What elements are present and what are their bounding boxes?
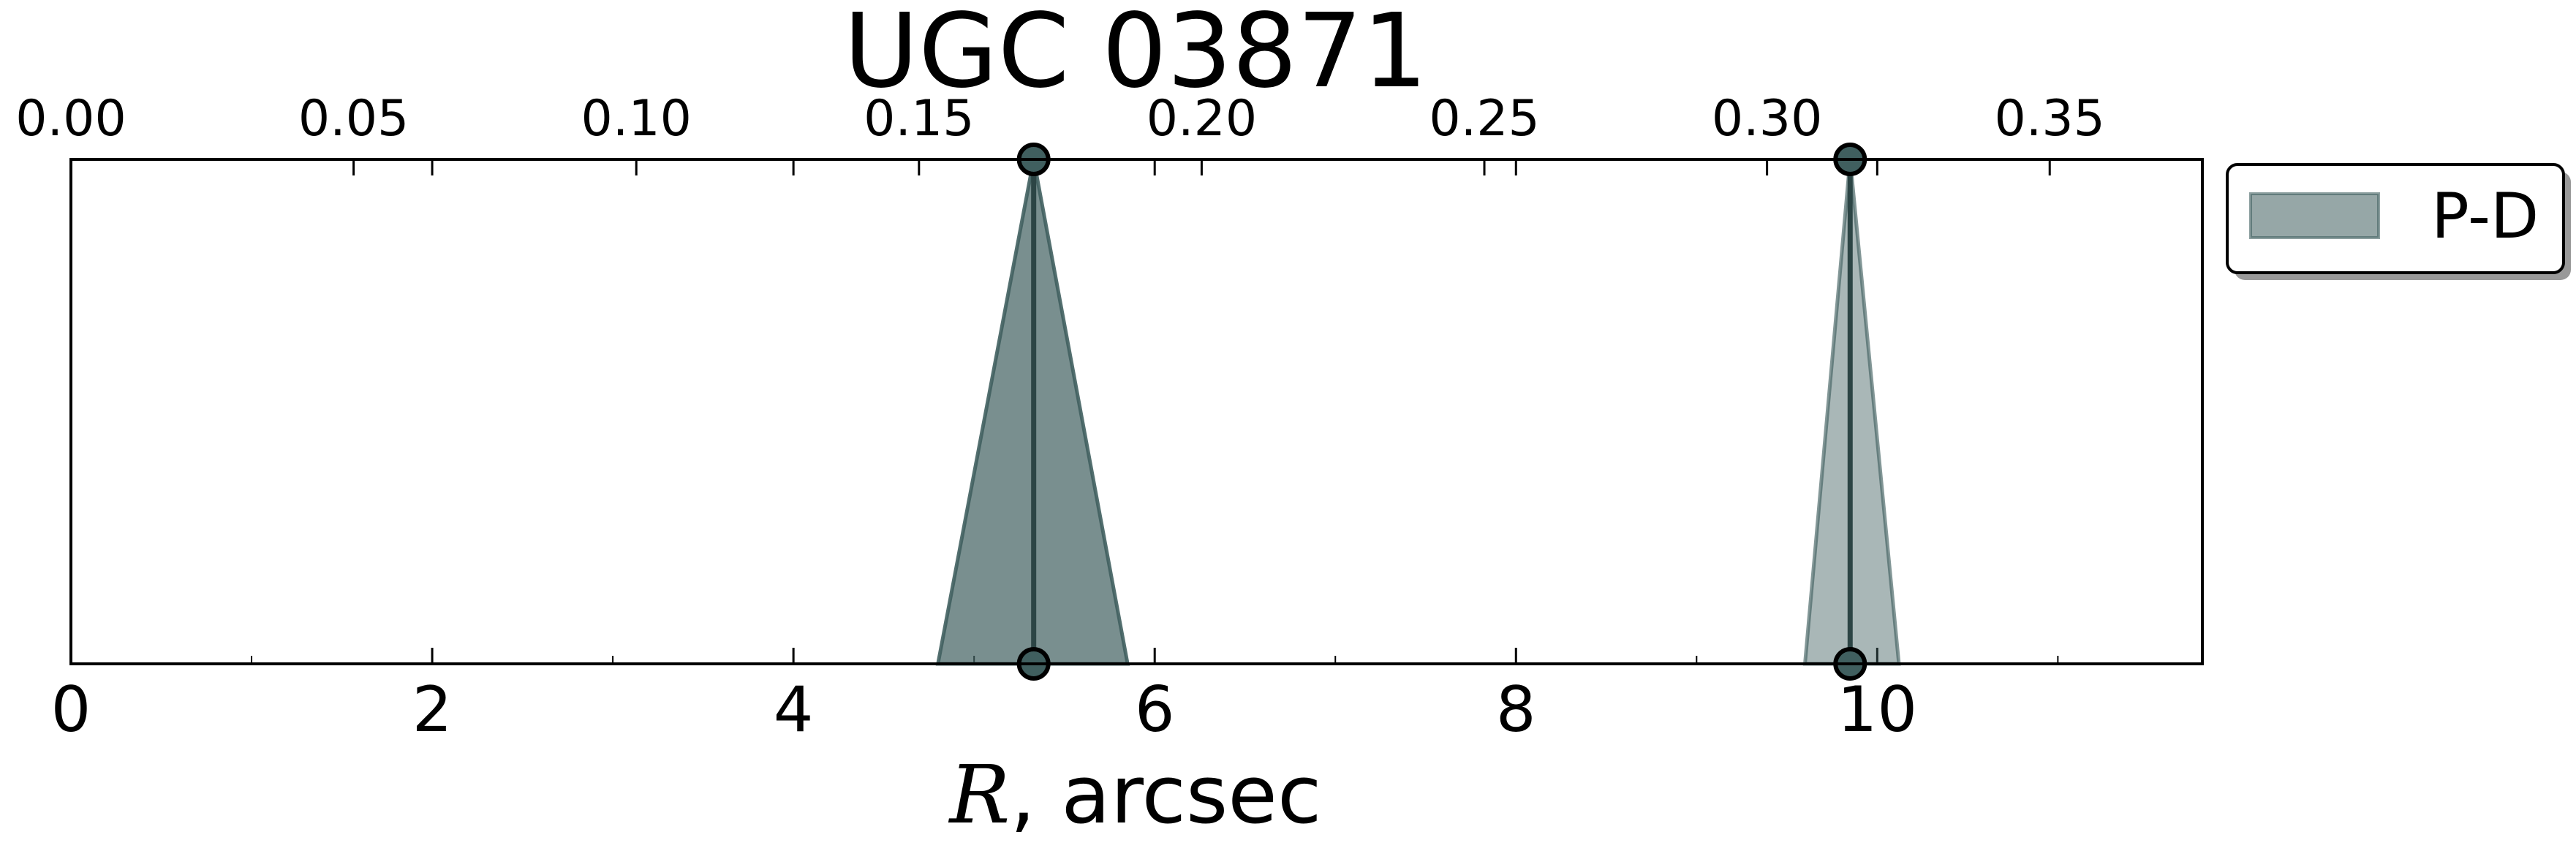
top-x-tick-label: 0.10 [581, 90, 692, 148]
top-x-tick-label: 0.20 [1147, 90, 1257, 148]
legend-box [2226, 163, 2565, 274]
top-x-tick-label: 0.15 [864, 90, 974, 148]
legend: P-D [2226, 163, 2571, 280]
top-x-tick-label: 0.05 [298, 90, 409, 148]
chart-title: UGC 03871 [844, 0, 1428, 111]
top-axis: 0.00 0.05 0.10 0.15 0.20 0.25 0.30 0.35 [15, 90, 2105, 175]
top-x-tick-label: 0.35 [1995, 90, 2105, 148]
x-axis-label: R, arcsec [948, 748, 1322, 841]
x-tick-label: 2 [412, 673, 453, 746]
top-x-tick-label: 0.00 [15, 90, 126, 148]
top-x-tick-label: 0.25 [1429, 90, 1539, 148]
x-tick-label: 4 [774, 673, 814, 746]
top-x-tick-label: 0.30 [1712, 90, 1822, 148]
x-axis-unit: , arcsec [1010, 748, 1321, 841]
x-tick-label: 10 [1837, 673, 1917, 746]
x-tick-label: 6 [1135, 673, 1175, 746]
bottom-axis: 0 2 4 6 8 10 [51, 159, 2059, 746]
legend-swatch [2249, 192, 2380, 239]
x-tick-label: 8 [1496, 673, 1536, 746]
plot-frame [69, 158, 2204, 665]
x-tick-label: 0 [51, 673, 91, 746]
plot-marks [935, 143, 1901, 681]
legend-entry-label: P-D [2431, 180, 2539, 253]
x-axis-symbol: R [948, 748, 1011, 841]
